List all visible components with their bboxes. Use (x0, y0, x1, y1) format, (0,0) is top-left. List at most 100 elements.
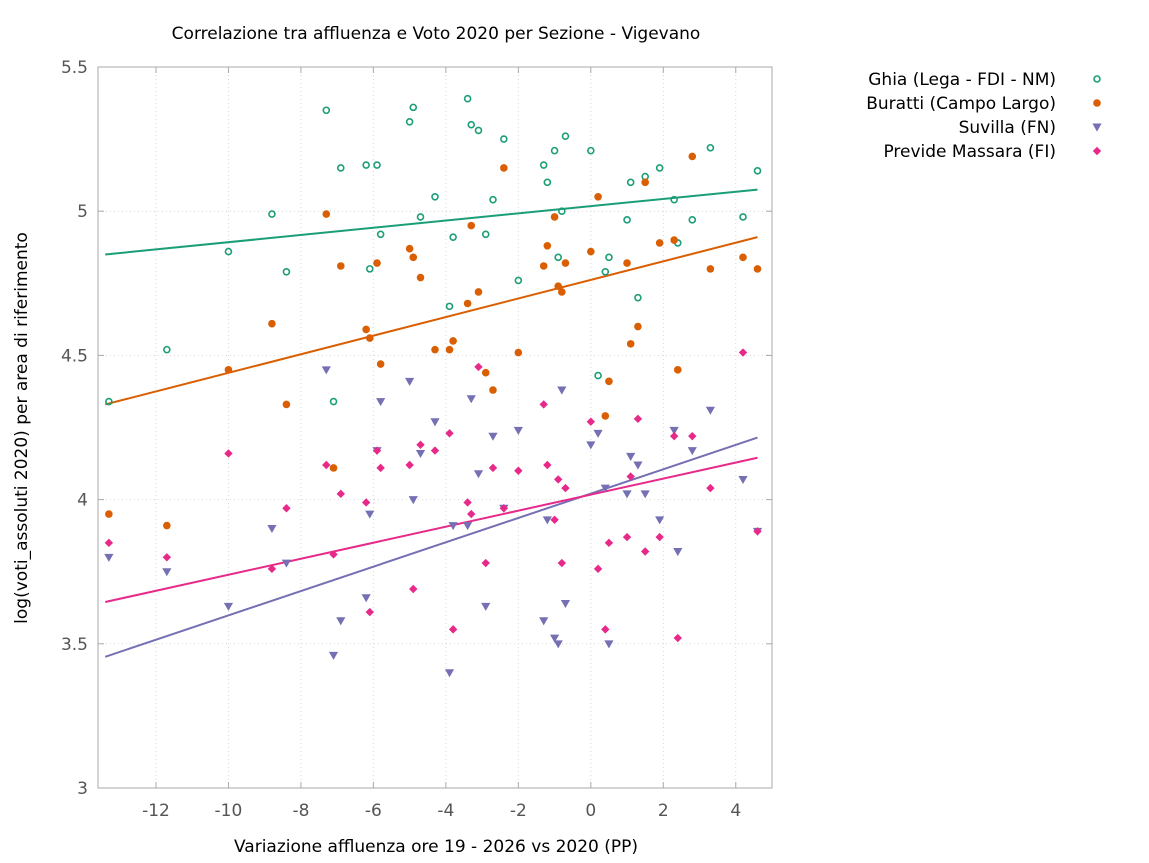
data-point (600, 484, 610, 493)
data-point (542, 516, 552, 525)
y-axis-title: log(voti_assoluti 2020) per area di rife… (12, 232, 32, 624)
data-point (463, 498, 472, 507)
data-point (104, 553, 114, 562)
data-point (739, 253, 747, 262)
data-point (268, 210, 276, 218)
data-point (539, 262, 548, 270)
data-point (688, 431, 697, 441)
data-point (539, 617, 549, 626)
data-point (376, 360, 385, 368)
data-point (481, 558, 490, 568)
data-point (655, 532, 664, 542)
data-point (449, 337, 457, 345)
x-axis-title: Variazione affluenza ore 19 - 2026 vs 20… (234, 837, 638, 857)
data-point (463, 522, 473, 531)
data-point (688, 216, 697, 224)
data-point (336, 262, 345, 270)
axis-ticks: -12 -10 -8 -6 -4 -2 0 2 4 3 3.5 4 4.5 5 5.5 (61, 58, 772, 821)
data-point (105, 510, 113, 518)
data-point (634, 322, 642, 331)
data-point (336, 164, 345, 172)
data-point (448, 625, 458, 634)
data-point (362, 161, 370, 169)
data-point (605, 377, 613, 386)
data-point (753, 527, 762, 536)
data-point (365, 607, 374, 617)
data-point (543, 242, 552, 250)
data-point (409, 253, 418, 262)
data-point (688, 152, 697, 161)
data-point (594, 192, 602, 201)
data-point (329, 397, 338, 406)
x-tick-label: -8 (292, 801, 309, 821)
data-point (322, 106, 331, 115)
data-point (554, 475, 563, 484)
data-point (431, 192, 439, 201)
data-point (561, 132, 570, 141)
data-point (474, 288, 483, 296)
data-point (626, 472, 635, 481)
data-point (405, 377, 415, 386)
y-tick-label: 5.5 (61, 58, 88, 78)
data-point (268, 319, 276, 328)
data-point (281, 559, 292, 568)
data-point (322, 460, 331, 470)
data-point (669, 426, 679, 435)
data-point (162, 568, 172, 577)
data-point (557, 558, 567, 568)
data-point (282, 400, 291, 409)
data-point (481, 602, 491, 611)
data-point (474, 362, 483, 372)
data-point (626, 178, 635, 187)
data-point (739, 213, 747, 221)
data-point (474, 126, 483, 135)
data-point (336, 489, 345, 499)
data-point (633, 414, 643, 424)
data-point (669, 431, 679, 441)
data-point (430, 446, 440, 455)
data-point (267, 564, 277, 574)
y-tick-label: 4.5 (61, 346, 88, 366)
data-point (416, 440, 425, 450)
data-point (500, 164, 508, 172)
data-point (489, 195, 497, 204)
legend-label-series-2: Suvilla (FN) (959, 118, 1056, 138)
data-point (558, 288, 566, 296)
x-tick-label: -10 (215, 801, 243, 821)
data-point (467, 120, 476, 129)
data-point (449, 233, 457, 241)
data-point (416, 273, 425, 282)
data-points (104, 94, 763, 678)
data-point (376, 463, 385, 473)
legend-label-series-1: Buratti (Campo Largo) (866, 94, 1056, 114)
data-point (162, 553, 172, 562)
data-point (670, 236, 678, 244)
legend-marker-series-1 (1093, 99, 1101, 107)
data-point (361, 498, 371, 507)
data-point (604, 538, 614, 548)
legend-label-series-0: Ghia (Lega - FDI - NM) (868, 70, 1056, 90)
data-point (445, 429, 454, 438)
plot-frame (97, 66, 773, 789)
data-point (322, 210, 331, 218)
trend-line-series-3 (105, 456, 758, 603)
data-point (623, 216, 631, 224)
data-point (267, 524, 277, 534)
data-point (365, 334, 374, 342)
trend-lines (104, 188, 758, 658)
x-tick-label: -2 (510, 801, 527, 821)
data-point (586, 417, 596, 426)
data-point (633, 461, 643, 470)
data-point (362, 325, 370, 334)
data-point (444, 669, 455, 678)
y-tick-label: 3 (77, 779, 88, 799)
data-point (634, 293, 642, 302)
series-1-points (105, 152, 762, 530)
data-point (463, 299, 472, 308)
data-point (372, 446, 382, 455)
data-point (514, 276, 523, 285)
data-point (601, 267, 610, 276)
data-point (558, 207, 566, 215)
data-point (655, 239, 664, 247)
